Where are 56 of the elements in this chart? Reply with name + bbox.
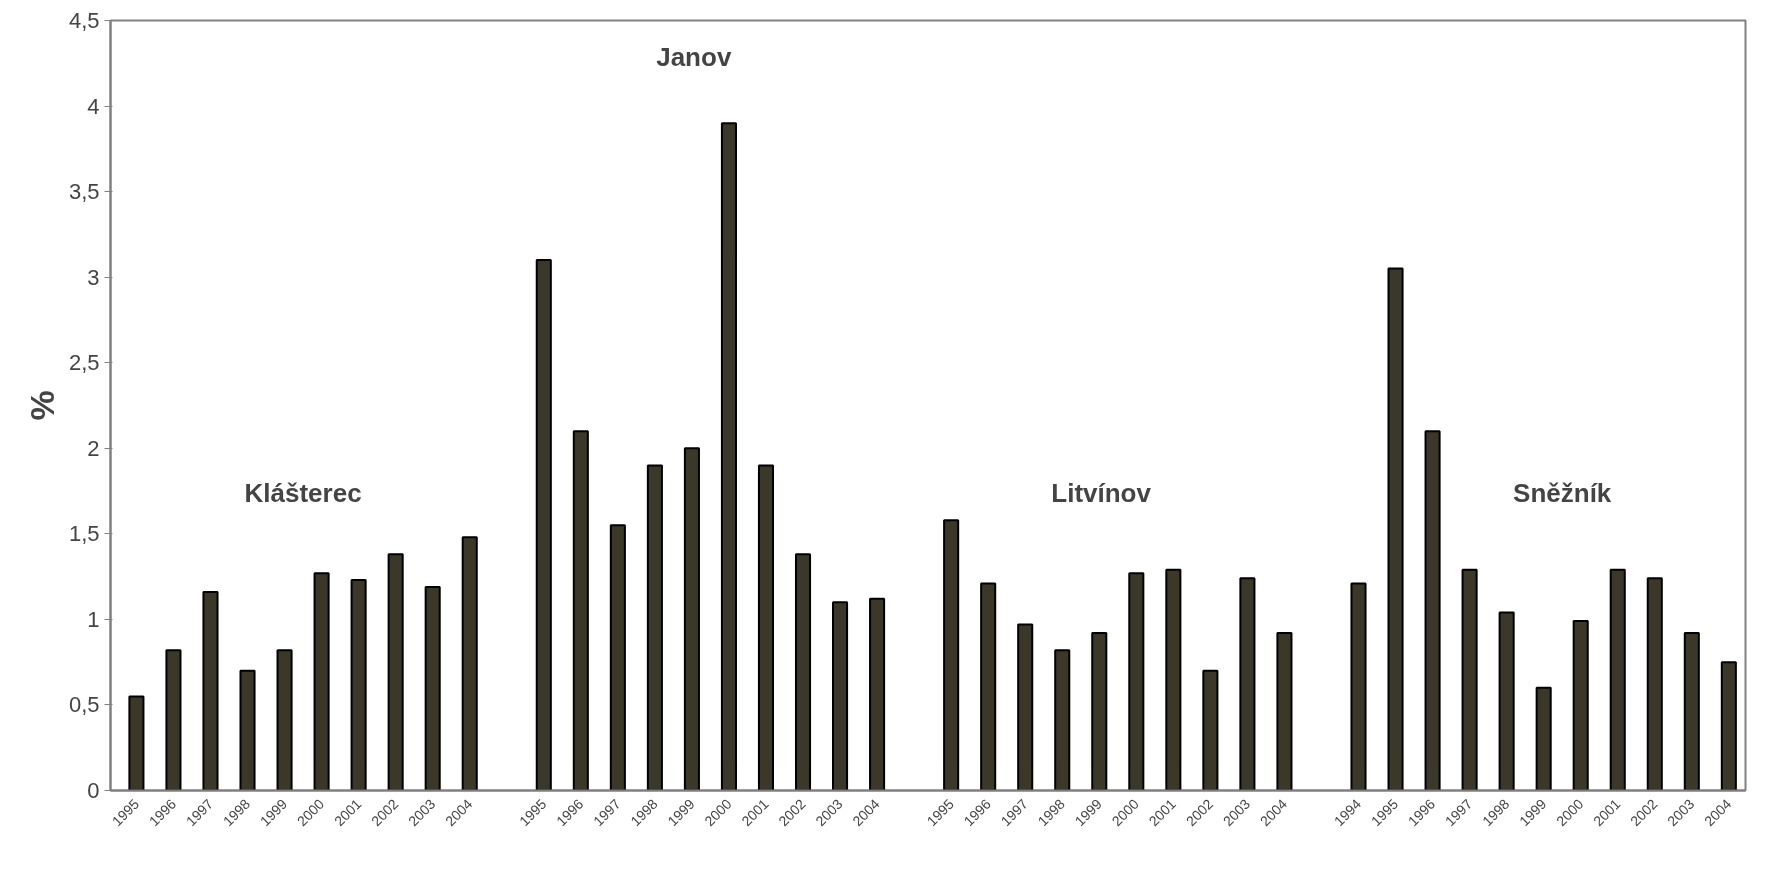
bar xyxy=(1239,577,1256,791)
bar xyxy=(202,591,219,791)
y-tick-label: 3 xyxy=(87,264,100,290)
bar xyxy=(387,553,404,791)
y-tick-label: 0,5 xyxy=(68,692,100,718)
annotation: Janov xyxy=(656,41,732,72)
bar xyxy=(1202,669,1219,791)
bar xyxy=(1165,568,1182,791)
bar xyxy=(832,601,849,791)
y-tick-label: 1 xyxy=(87,606,100,632)
bar xyxy=(1683,632,1700,791)
bar xyxy=(869,597,886,791)
annotation: Litvínov xyxy=(1051,478,1152,509)
y-tick-label: 0 xyxy=(87,778,100,803)
bar xyxy=(683,447,700,791)
annotation: Klášterec xyxy=(244,478,362,509)
bar xyxy=(1720,661,1737,791)
bar xyxy=(1017,623,1034,791)
bar xyxy=(794,553,812,791)
bar xyxy=(1387,267,1404,791)
y-tick-label: 2 xyxy=(87,435,100,461)
bar xyxy=(980,582,997,791)
bar xyxy=(1128,572,1145,791)
bar xyxy=(239,669,256,791)
y-tick-label: 2,5 xyxy=(68,350,100,376)
bar xyxy=(646,464,663,791)
bar xyxy=(535,259,552,791)
y-axis-title: % xyxy=(22,390,61,421)
bar xyxy=(943,519,960,791)
bar xyxy=(1350,582,1367,791)
bar xyxy=(1498,611,1515,791)
bar xyxy=(461,536,478,791)
bar xyxy=(1461,568,1478,791)
bar xyxy=(165,649,182,791)
y-tick-label: 1,5 xyxy=(68,521,100,547)
bar xyxy=(720,122,737,791)
annotation: Sněžník xyxy=(1513,478,1612,509)
bar xyxy=(572,430,589,791)
bar xyxy=(1646,577,1663,791)
bar xyxy=(1609,568,1626,791)
bar xyxy=(757,464,775,791)
bar xyxy=(1572,620,1589,791)
bar xyxy=(350,579,367,791)
bar xyxy=(1276,632,1293,791)
bar xyxy=(1535,686,1552,791)
bar xyxy=(424,585,441,791)
bar xyxy=(1091,632,1108,791)
bar xyxy=(1424,430,1441,791)
bar xyxy=(609,524,626,791)
bar xyxy=(128,695,145,791)
y-tick-label: 4 xyxy=(87,93,100,119)
y-tick-label: 4,5 xyxy=(68,8,100,33)
bar xyxy=(276,649,293,791)
bar xyxy=(1054,649,1071,791)
bar xyxy=(313,572,330,791)
y-tick-label: 3,5 xyxy=(68,179,100,205)
